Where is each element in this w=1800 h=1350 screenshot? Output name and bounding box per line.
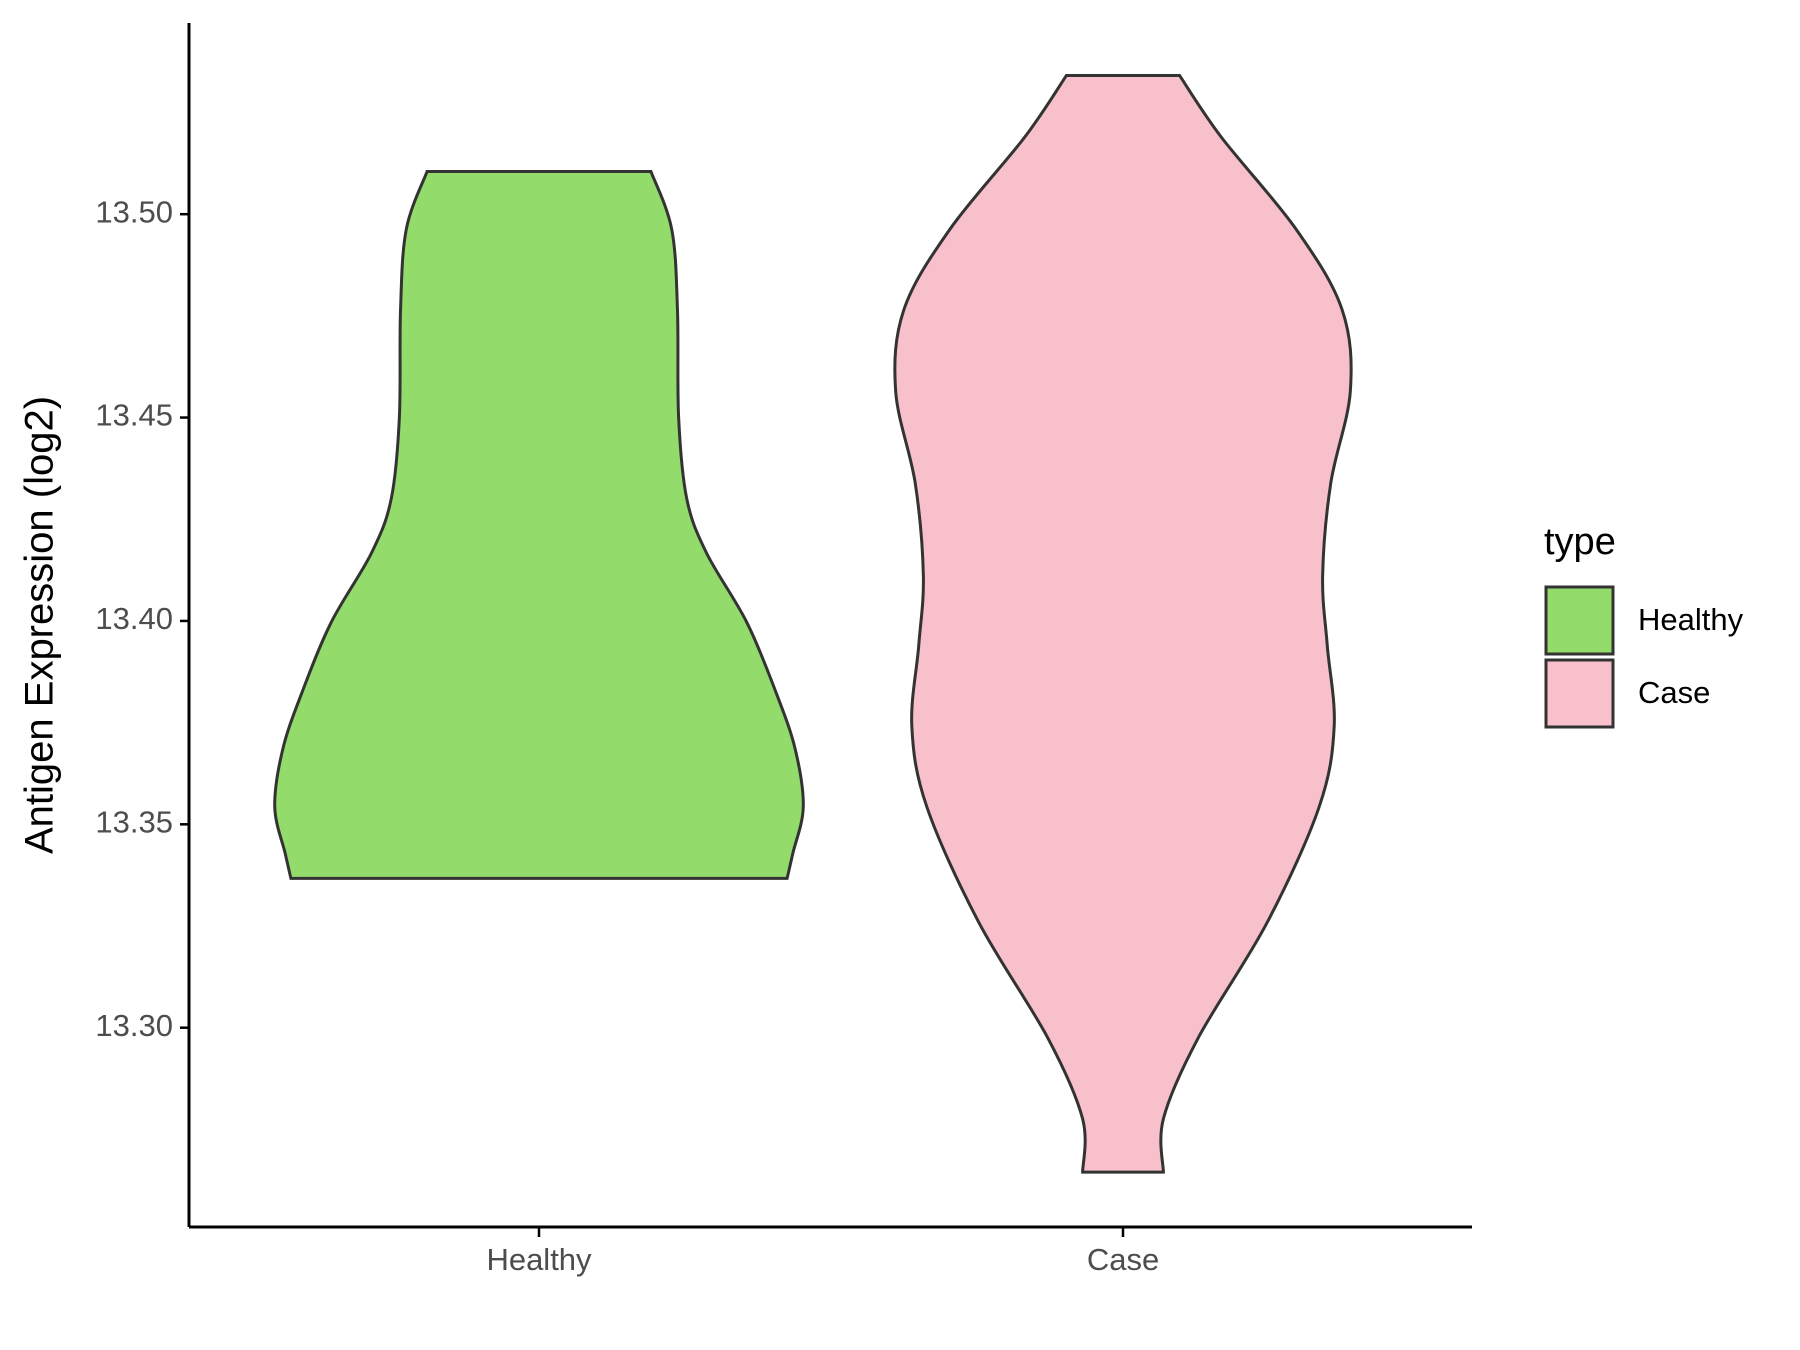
- y-tick-label: 13.50: [95, 194, 173, 229]
- y-axis-title: Antigen Expression (log2): [18, 396, 62, 854]
- legend-title: type: [1544, 521, 1616, 563]
- y-tick-label: 13.45: [95, 398, 173, 433]
- y-tick-label: 13.40: [95, 601, 173, 636]
- x-tick-label: Healthy: [486, 1242, 592, 1277]
- legend-key: [1544, 585, 1615, 656]
- violin: [893, 73, 1353, 1174]
- y-tick-label: 13.30: [95, 1008, 173, 1043]
- y-tick-label: 13.35: [95, 804, 173, 839]
- legend-key: [1544, 658, 1615, 729]
- violin: [273, 169, 805, 880]
- x-tick-label: Case: [1087, 1242, 1159, 1277]
- legend-label: Case: [1638, 675, 1710, 710]
- legend-label: Healthy: [1638, 602, 1744, 637]
